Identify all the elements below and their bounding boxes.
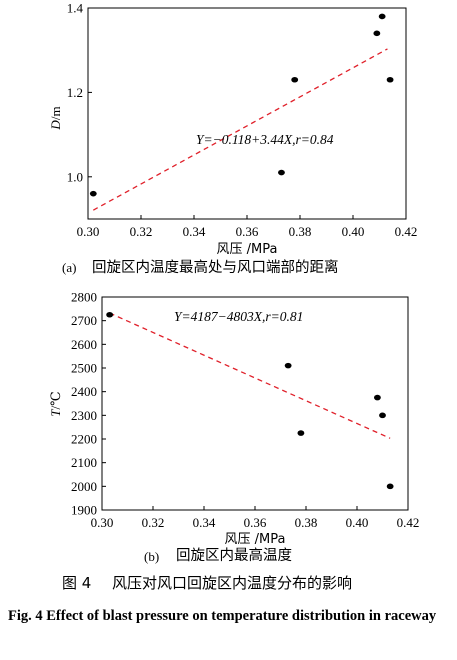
x-tick-label: 0.42 (395, 224, 418, 239)
x-tick-label: 0.32 (130, 224, 153, 239)
x-tick-label: 0.30 (77, 224, 100, 239)
x-tick-label: 0.42 (397, 515, 420, 530)
data-point (374, 394, 381, 401)
y-tick-label: 2400 (71, 384, 97, 399)
y-tick-label: 1.0 (67, 169, 83, 184)
chart-b-ylabel: T/℃ (48, 391, 63, 416)
chart-a-xlabel: 风压 /MPa (217, 242, 278, 257)
data-point (297, 430, 305, 436)
y-tick-label: 1.2 (67, 85, 83, 100)
figure-title: 风压对风口回旋区内温度分布的影响 (112, 574, 352, 592)
y-tick-label: 1900 (71, 503, 97, 518)
figure-label: 图 4 (62, 574, 91, 592)
data-point (373, 30, 381, 37)
chart-b: 0.30 0.32 0.34 0.36 0.38 0.40 0.42 1900 2000 210… (48, 290, 419, 565)
x-tick-label: 0.38 (295, 515, 318, 530)
chart-b-y-ticks: 1900 2000 2100 2200 2300 2400 2500 2600 2700 2800 (71, 290, 106, 518)
y-tick-label: 1.4 (67, 1, 84, 16)
chart-b-annotation: Y=4187−4803X,r=0.81 (174, 309, 303, 324)
chart-a-annotation: Y=−0.118+3.44X,r=0.84 (196, 132, 334, 147)
chart-b-fit-line (109, 312, 391, 439)
data-point (378, 13, 386, 20)
chart-a-fit-line (92, 48, 388, 211)
y-tick-label: 2200 (71, 432, 97, 447)
data-point (291, 76, 299, 83)
chart-b-caption: 回旋区内最高温度 (176, 547, 292, 564)
chart-b-panel-label: (b) (144, 549, 159, 564)
data-point (386, 76, 394, 83)
data-point (106, 311, 114, 318)
y-tick-label: 2000 (71, 479, 97, 494)
x-tick-label: 0.30 (91, 515, 114, 530)
y-tick-label: 2300 (71, 408, 97, 423)
chart-b-xlabel: 风压 /MPa (225, 532, 286, 547)
y-tick-label: 2600 (71, 337, 97, 352)
chart-a-points (89, 13, 394, 197)
y-tick-label: 2800 (71, 290, 97, 305)
data-point (379, 412, 386, 419)
chart-a-y-ticks: 1.0 1.2 1.4 (67, 1, 92, 184)
data-point (89, 190, 97, 197)
x-tick-label: 0.32 (142, 515, 165, 530)
y-tick-label: 2700 (71, 313, 97, 328)
x-tick-label: 0.40 (342, 224, 365, 239)
chart-a-panel-label: (a) (62, 260, 76, 275)
data-point (386, 483, 394, 490)
y-tick-label: 2100 (71, 455, 97, 470)
chart-a-ylabel: D/m (48, 106, 63, 130)
chart-a-caption: 回旋区内温度最高处与风口端部的距离 (92, 259, 339, 276)
figure-caption-en: Fig. 4 Effect of blast pressure on tempe… (8, 608, 437, 624)
chart-a-x-ticks: 0.30 0.32 0.34 0.36 0.38 0.40 0.42 (77, 215, 418, 239)
chart-b-x-ticks: 0.30 0.32 0.34 0.36 0.38 0.40 0.42 (91, 506, 420, 530)
x-tick-label: 0.36 (236, 224, 259, 239)
x-tick-label: 0.40 (346, 515, 369, 530)
chart-b-points (106, 311, 394, 490)
data-point (278, 169, 285, 176)
chart-a: 0.30 0.32 0.34 0.36 0.38 0.40 0.42 1.0 1.2 1.4 Y… (48, 1, 417, 277)
x-tick-label: 0.34 (193, 515, 216, 530)
x-tick-label: 0.38 (289, 224, 312, 239)
data-point (284, 362, 292, 369)
chart-b-frame (101, 296, 409, 511)
x-tick-label: 0.36 (244, 515, 267, 530)
x-tick-label: 0.34 (183, 224, 206, 239)
y-tick-label: 2500 (71, 361, 97, 376)
